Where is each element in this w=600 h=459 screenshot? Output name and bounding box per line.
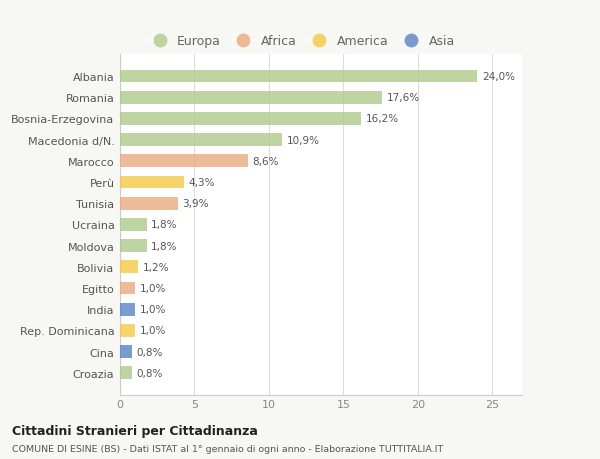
Text: Cittadini Stranieri per Cittadinanza: Cittadini Stranieri per Cittadinanza: [12, 424, 258, 437]
Bar: [120, 197, 178, 210]
Text: 1,8%: 1,8%: [151, 241, 178, 251]
Text: 1,0%: 1,0%: [139, 283, 166, 293]
Text: 8,6%: 8,6%: [253, 157, 279, 167]
Text: 4,3%: 4,3%: [188, 178, 215, 188]
Bar: [120, 176, 184, 189]
Bar: [120, 240, 147, 252]
Text: 17,6%: 17,6%: [386, 93, 419, 103]
Bar: [120, 218, 147, 231]
Text: COMUNE DI ESINE (BS) - Dati ISTAT al 1° gennaio di ogni anno - Elaborazione TUTT: COMUNE DI ESINE (BS) - Dati ISTAT al 1° …: [12, 444, 443, 453]
Text: 24,0%: 24,0%: [482, 72, 515, 82]
Text: 0,8%: 0,8%: [136, 347, 163, 357]
Legend: Europa, Africa, America, Asia: Europa, Africa, America, Asia: [145, 33, 457, 50]
Text: 3,9%: 3,9%: [182, 199, 209, 209]
Text: 1,2%: 1,2%: [142, 262, 169, 272]
Text: 1,8%: 1,8%: [151, 220, 178, 230]
Bar: [120, 134, 282, 147]
Text: 1,0%: 1,0%: [139, 326, 166, 336]
Bar: [120, 282, 135, 295]
Bar: [120, 346, 132, 358]
Bar: [120, 303, 135, 316]
Bar: [120, 155, 248, 168]
Bar: [120, 325, 135, 337]
Bar: [120, 261, 138, 274]
Text: 0,8%: 0,8%: [136, 368, 163, 378]
Bar: [120, 71, 478, 83]
Text: 16,2%: 16,2%: [365, 114, 399, 124]
Bar: [120, 367, 132, 379]
Text: 10,9%: 10,9%: [287, 135, 320, 146]
Text: 1,0%: 1,0%: [139, 304, 166, 314]
Bar: [120, 92, 382, 104]
Bar: [120, 113, 361, 125]
